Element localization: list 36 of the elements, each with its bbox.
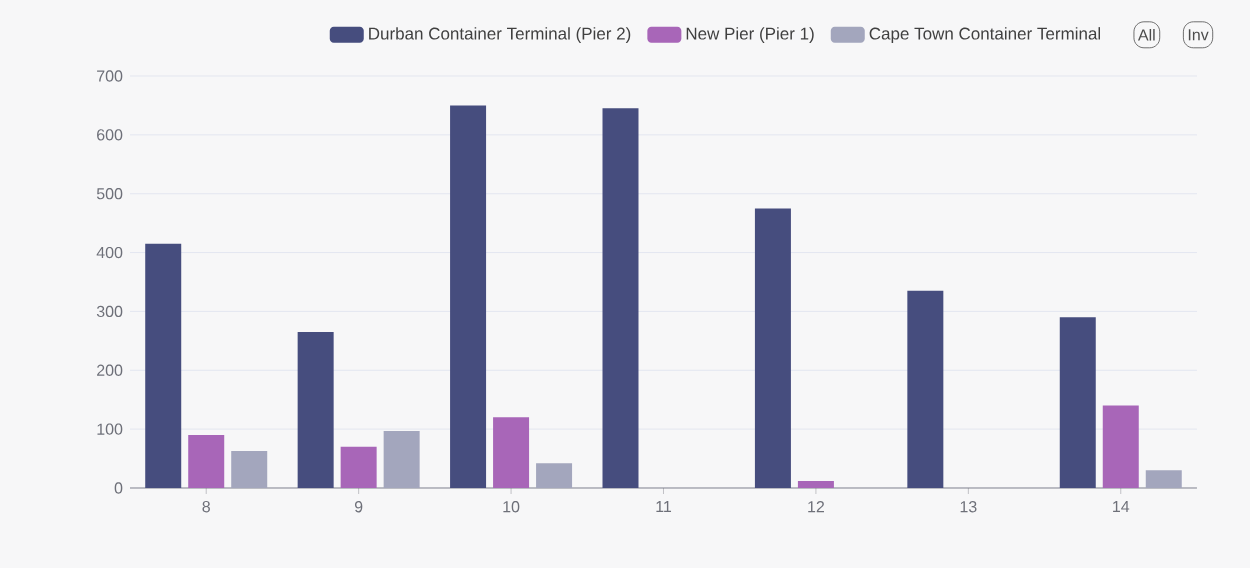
y-tick-label: 0 <box>114 482 123 494</box>
legend-label: Durban Container Terminal (Pier 2) <box>369 27 631 43</box>
bar <box>493 417 530 488</box>
bar <box>754 208 791 488</box>
y-tick-label: 500 <box>96 188 123 200</box>
bar <box>188 435 225 488</box>
bar <box>797 480 834 488</box>
x-tick-label: 10 <box>503 501 520 513</box>
bar <box>450 105 487 488</box>
x-tick-label: 13 <box>960 501 977 513</box>
bar <box>297 332 334 488</box>
bar <box>1059 317 1096 488</box>
y-tick-label: 200 <box>97 364 123 376</box>
x-tick-label: 11 <box>656 501 672 513</box>
bar <box>907 290 944 488</box>
y-tick-label: 700 <box>97 70 123 82</box>
x-tick-label: 9 <box>354 501 363 513</box>
bar <box>231 450 268 488</box>
bar <box>602 108 639 488</box>
text: Inv <box>1188 29 1209 41</box>
bar <box>145 243 182 488</box>
y-tick-label: 400 <box>96 246 123 259</box>
bar <box>1102 405 1139 488</box>
bar <box>340 446 377 488</box>
x-tick-label: 8 <box>202 501 210 513</box>
bar <box>1145 470 1182 488</box>
x-tick-label: 12 <box>808 501 825 513</box>
x-tick-label: 14 <box>1113 501 1130 513</box>
bar <box>536 463 573 488</box>
legend-label: New Pier (Pier 1) <box>686 27 814 43</box>
legend-label: Cape Town Container Terminal <box>869 27 1101 43</box>
y-tick-label: 300 <box>96 305 123 318</box>
y-tick-label: 600 <box>97 129 123 141</box>
y-tick-label: 100 <box>97 423 123 435</box>
text: All <box>1137 28 1155 41</box>
bar <box>383 430 420 488</box>
